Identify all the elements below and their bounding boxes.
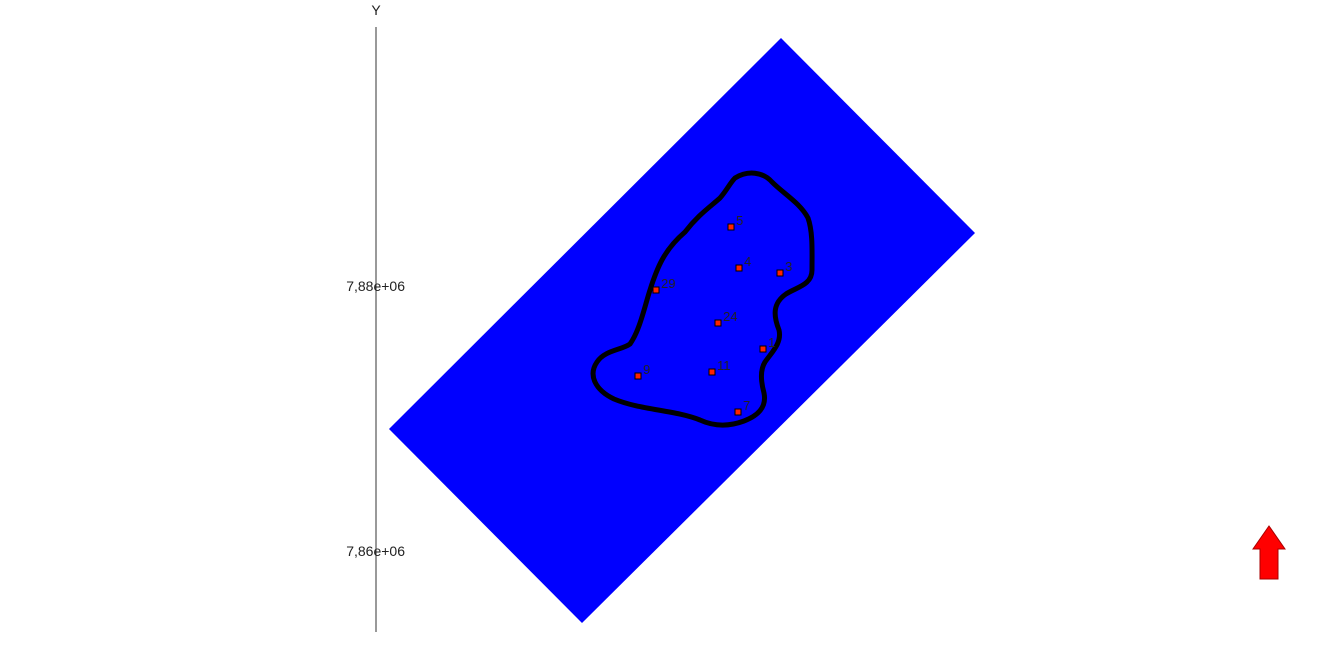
well-marker[interactable]: 5: [727, 213, 743, 231]
well-label: 4: [744, 254, 751, 269]
well-label: 5: [736, 213, 743, 228]
well-marker[interactable]: 4: [735, 254, 751, 272]
well-point[interactable]: [652, 286, 660, 294]
well-point[interactable]: [714, 319, 722, 327]
well-label: 1: [768, 335, 775, 350]
well-label: 24: [723, 309, 737, 324]
well-label: 11: [717, 358, 731, 373]
well-point[interactable]: [727, 223, 735, 231]
y-axis-label: Y: [371, 2, 381, 18]
grid-block[interactable]: [389, 38, 975, 623]
well-point[interactable]: [634, 372, 642, 380]
well-label: 9: [643, 362, 650, 377]
well-point[interactable]: [734, 408, 742, 416]
well-marker[interactable]: 11: [708, 358, 731, 376]
well-marker[interactable]: 1: [759, 335, 775, 353]
well-marker[interactable]: 29: [652, 276, 675, 294]
well-point[interactable]: [776, 269, 784, 277]
y-tick-label: 7,88e+06: [346, 278, 405, 294]
well-label: 7: [743, 398, 750, 413]
y-tick-label: 7,86e+06: [346, 543, 405, 559]
well-marker[interactable]: 7: [734, 398, 750, 416]
well-marker[interactable]: 3: [776, 259, 792, 277]
north-arrow-icon: [1252, 525, 1286, 580]
well-point[interactable]: [759, 345, 767, 353]
well-point[interactable]: [708, 368, 716, 376]
well-marker[interactable]: 9: [634, 362, 650, 380]
well-point[interactable]: [735, 264, 743, 272]
well-label: 29: [661, 276, 675, 291]
well-label: 3: [785, 259, 792, 274]
well-marker[interactable]: 24: [714, 309, 737, 327]
reservoir-boundary[interactable]: [590, 170, 815, 428]
